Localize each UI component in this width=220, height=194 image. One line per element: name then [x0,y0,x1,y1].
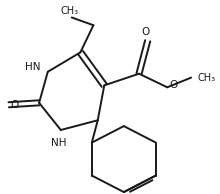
Text: CH₃: CH₃ [61,5,79,16]
Text: NH: NH [51,138,66,148]
Text: O: O [11,100,19,110]
Text: O: O [169,80,178,90]
Text: HN: HN [25,62,40,72]
Text: O: O [141,27,150,37]
Text: CH₃: CH₃ [198,73,216,83]
